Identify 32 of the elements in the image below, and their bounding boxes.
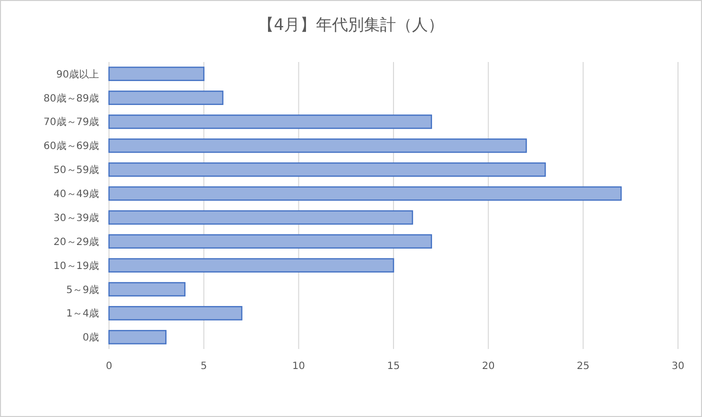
chart-title: 【4月】年代別集計（人） <box>258 15 444 34</box>
x-tick-label: 25 <box>576 361 590 372</box>
bar <box>108 162 546 177</box>
x-tick-label: 10 <box>292 361 306 372</box>
y-tick-label: 90歳以上 <box>56 68 99 80</box>
y-tick-label: 5～9歳 <box>66 284 99 296</box>
x-tick-label: 5 <box>200 361 208 372</box>
y-tick-label: 40～49歳 <box>54 188 99 200</box>
bar <box>108 186 622 201</box>
bar <box>108 66 204 82</box>
y-tick-label: 1～4歳 <box>66 308 99 320</box>
bar <box>108 234 432 249</box>
bar <box>108 330 166 344</box>
y-tick-label: 10～19歳 <box>54 260 99 272</box>
bar <box>108 258 394 273</box>
y-tick-label: 50～59歳 <box>54 164 99 176</box>
x-tick-label: 0 <box>106 361 112 372</box>
x-tick-label: 20 <box>482 361 495 372</box>
bar <box>108 210 414 225</box>
x-tick-label: 30 <box>672 361 684 372</box>
bar <box>108 306 242 320</box>
y-tick-label: 20～29歳 <box>54 236 99 248</box>
x-tick-label: 15 <box>387 361 400 372</box>
y-tick-label: 70歳～79歳 <box>44 116 99 128</box>
bar <box>108 138 527 153</box>
y-tick-label: 60歳～69歳 <box>44 140 99 152</box>
y-tick-label: 0歳 <box>82 332 99 344</box>
y-tick-label: 80歳～89歳 <box>44 92 99 104</box>
y-tick-label: 30～39歳 <box>54 212 99 224</box>
bar <box>108 282 186 296</box>
bar <box>108 114 432 129</box>
bar <box>108 90 224 105</box>
